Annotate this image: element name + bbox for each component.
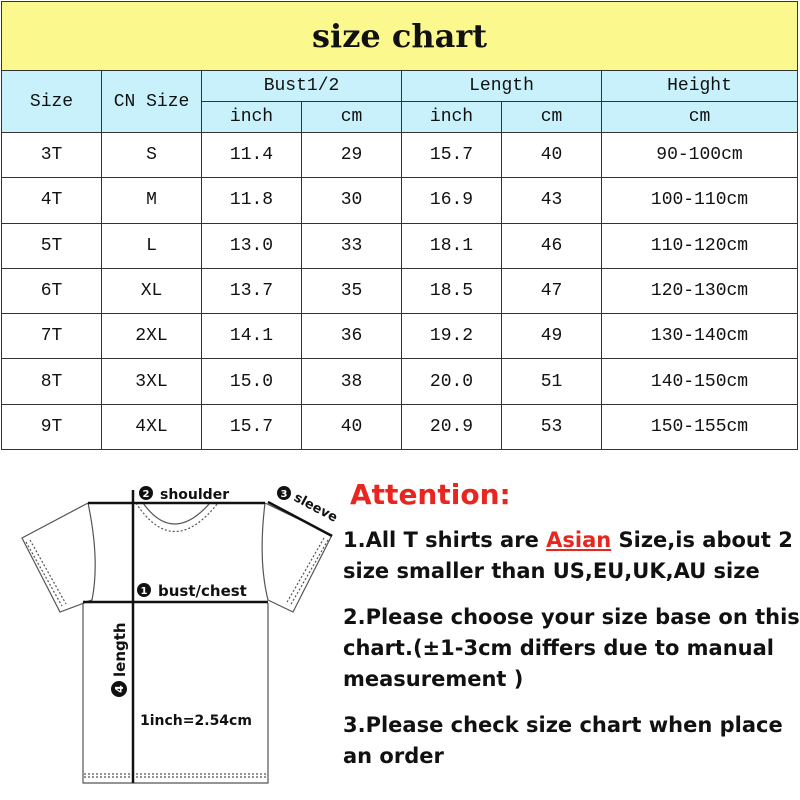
cell-length-inch: 20.9	[401, 403, 502, 451]
cell-bust-inch: 15.7	[201, 403, 302, 451]
sleeve-label: sleeve	[291, 490, 340, 525]
cell-height-cm: 140-150cm	[601, 358, 798, 405]
note-1-text: 1.All T shirts are	[343, 528, 547, 552]
table-row: 7T 2XL 14.1 36 19.2 49 130-140cm	[1, 313, 798, 360]
cell-length-inch: 18.1	[401, 222, 502, 269]
cell-length-inch: 20.0	[401, 358, 502, 405]
header-bust-cm: cm	[301, 101, 402, 133]
cell-length-inch: 16.9	[401, 177, 502, 224]
length-label: length	[111, 622, 129, 677]
asian-highlight: Asian	[546, 528, 612, 552]
cell-bust-cm: 40	[301, 403, 402, 451]
table-row: 5T L 13.0 33 18.1 46 110-120cm	[1, 222, 798, 269]
cell-size: 7T	[1, 313, 102, 360]
cell-size: 5T	[1, 222, 102, 269]
cell-bust-inch: 13.0	[201, 222, 302, 269]
cell-size: 3T	[1, 131, 102, 179]
number-3-icon	[277, 486, 291, 500]
cell-bust-cm: 36	[301, 313, 402, 360]
table-row: 9T 4XL 15.7 40 20.9 53 150-155cm	[1, 403, 798, 451]
header-cn-size: CN Size	[101, 70, 202, 133]
shoulder-label: shoulder	[160, 487, 229, 503]
cell-length-inch: 19.2	[401, 313, 502, 360]
cell-length-inch: 18.5	[401, 267, 502, 315]
cell-length-inch: 15.7	[401, 131, 502, 179]
number-1-icon	[137, 583, 151, 597]
header-bust: Bust1/2	[201, 70, 402, 102]
cell-bust-inch: 14.1	[201, 313, 302, 360]
cell-bust-cm: 35	[301, 267, 402, 315]
table-row: 8T 3XL 15.0 38 20.0 51 140-150cm	[1, 358, 798, 405]
header-length: Length	[401, 70, 602, 102]
cell-bust-inch: 11.8	[201, 177, 302, 224]
header-height: Height	[601, 70, 798, 102]
cell-cn-size: 4XL	[101, 403, 202, 451]
header-size: Size	[1, 70, 102, 133]
table-row: 3T S 11.4 29 15.7 40 90-100cm	[1, 131, 798, 179]
number-2: 2	[143, 489, 150, 500]
cell-height-cm: 150-155cm	[601, 403, 798, 451]
header-length-cm: cm	[501, 101, 602, 133]
number-4: 4	[113, 685, 126, 693]
header-bust-inch: inch	[201, 101, 302, 133]
number-1: 1	[141, 586, 148, 597]
cell-length-cm: 43	[501, 177, 602, 224]
cell-cn-size: XL	[101, 267, 202, 315]
table-row: 4T M 11.8 30 16.9 43 100-110cm	[1, 177, 798, 224]
cell-cn-size: M	[101, 177, 202, 224]
cell-height-cm: 120-130cm	[601, 267, 798, 315]
cell-length-cm: 47	[501, 267, 602, 315]
note-1: 1.All T shirts are Asian Size,is about 2…	[343, 525, 800, 587]
number-2-icon	[139, 486, 153, 500]
note-3: 3.Please check size chart when place an …	[343, 713, 783, 768]
cell-size: 4T	[1, 177, 102, 224]
cell-height-cm: 90-100cm	[601, 131, 798, 179]
note-2: 2.Please choose your size base on this c…	[343, 605, 800, 691]
cell-cn-size: 3XL	[101, 358, 202, 405]
cell-size: 9T	[1, 403, 102, 451]
cell-length-cm: 49	[501, 313, 602, 360]
cell-height-cm: 110-120cm	[601, 222, 798, 269]
cell-length-cm: 46	[501, 222, 602, 269]
attention-section: Attention: 1.All T shirts are Asian Size…	[343, 478, 800, 787]
conversion-note: 1inch=2.54cm	[140, 713, 252, 729]
cell-size: 8T	[1, 358, 102, 405]
cell-length-cm: 40	[501, 131, 602, 179]
cell-bust-inch: 11.4	[201, 131, 302, 179]
attention-title: Attention:	[350, 478, 511, 511]
tshirt-diagram: 2 shoulder 3 sleeve 1 bust/chest 4 lengt…	[21, 486, 340, 784]
number-3: 3	[281, 489, 288, 500]
note-1-text-end: Size,is about 2 size smaller than US,EU,…	[343, 528, 793, 583]
header-length-inch: inch	[401, 101, 502, 133]
cell-height-cm: 130-140cm	[601, 313, 798, 360]
cell-bust-cm: 30	[301, 177, 402, 224]
size-chart-table: size chart Size CN Size Bust1/2 Length H…	[1, 1, 798, 451]
cell-bust-inch: 13.7	[201, 267, 302, 315]
cell-length-cm: 53	[501, 403, 602, 451]
cell-length-cm: 51	[501, 358, 602, 405]
cell-cn-size: 2XL	[101, 313, 202, 360]
header-height-cm: cm	[601, 101, 798, 133]
cell-cn-size: L	[101, 222, 202, 269]
cell-height-cm: 100-110cm	[601, 177, 798, 224]
number-4-icon	[111, 681, 127, 697]
cell-bust-cm: 29	[301, 131, 402, 179]
table-row: 6T XL 13.7 35 18.5 47 120-130cm	[1, 267, 798, 315]
cell-bust-cm: 38	[301, 358, 402, 405]
cell-cn-size: S	[101, 131, 202, 179]
cell-bust-cm: 33	[301, 222, 402, 269]
cell-bust-inch: 15.0	[201, 358, 302, 405]
bust-chest-label: bust/chest	[158, 582, 247, 600]
chart-title: size chart	[1, 1, 798, 71]
cell-size: 6T	[1, 267, 102, 315]
